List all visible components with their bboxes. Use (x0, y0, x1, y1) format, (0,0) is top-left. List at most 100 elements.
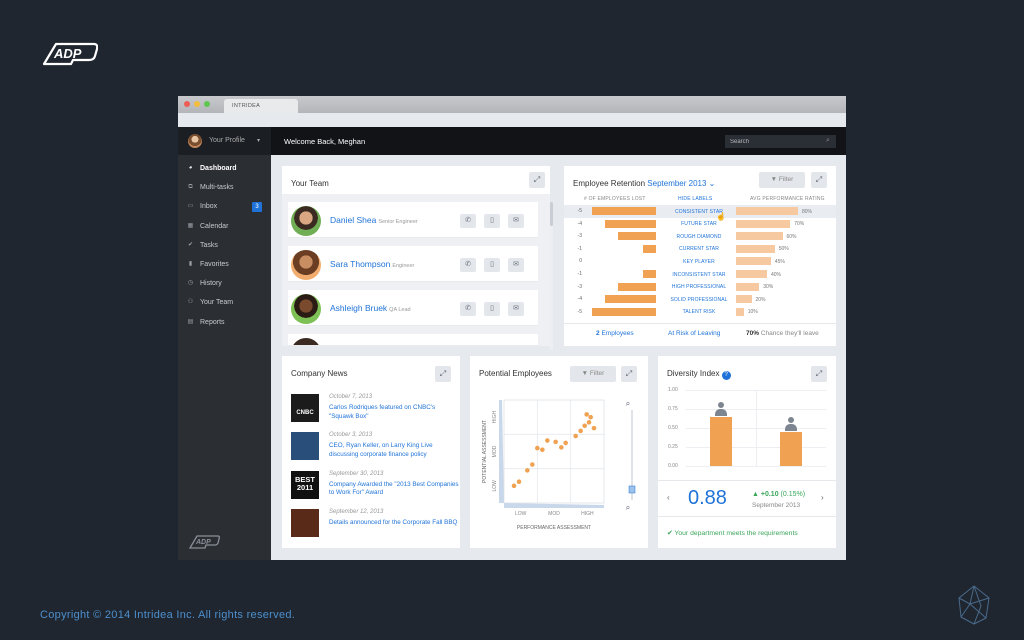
email-icon[interactable]: ✉ (508, 258, 524, 272)
talent-category-label[interactable]: CURRENT STAR (679, 246, 719, 253)
employees-count[interactable]: 2 Employees (596, 330, 634, 337)
at-risk-link[interactable]: At Risk of Leaving (668, 330, 721, 337)
news-item[interactable]: September 12, 2013 Details announced for … (291, 508, 458, 545)
phone-icon[interactable]: ✆ (460, 214, 476, 228)
mobile-icon[interactable]: ▯ (484, 302, 500, 316)
retention-row[interactable]: -3 ROUGH DIAMOND 60% (564, 230, 836, 243)
talent-category-label[interactable]: CONSISTENT STAR (675, 208, 723, 215)
news-headline[interactable]: CEO, Ryan Keller, on Larry King Live dis… (329, 442, 433, 458)
news-headline[interactable]: Company Awarded the "2013 Best Companies… (329, 480, 459, 497)
avatar (291, 294, 321, 324)
phone-icon[interactable]: ✆ (460, 258, 476, 272)
sidebar-item-inbox[interactable]: ▭ Inbox 3 (178, 198, 271, 216)
retention-row[interactable]: -3 HIGH PROFESSIONAL 30% (564, 281, 836, 294)
expand-icon[interactable]: ⤢ (811, 366, 827, 382)
news-item[interactable]: CNBC October 7, 2013 Carlos Rodriques feat… (291, 394, 456, 430)
talent-category-label[interactable]: FUTURE STAR (681, 221, 717, 228)
scatter-point[interactable] (588, 414, 593, 420)
sidebar-item-reports[interactable]: ▤ Reports (178, 314, 271, 332)
sidebar-item-calendar[interactable]: ▦ Calendar (178, 218, 271, 236)
scatter-point[interactable] (530, 462, 535, 467)
retention-row[interactable]: -4 FUTURE STAR 70% (564, 218, 836, 231)
potential-filter-button[interactable]: ▼ Filter (570, 366, 616, 382)
retention-row[interactable]: -1 INCONSISTENT STAR 40% (564, 268, 836, 281)
mobile-icon[interactable]: ▯ (484, 214, 500, 228)
email-icon[interactable]: ✉ (508, 214, 524, 228)
phone-icon[interactable]: ✆ (460, 302, 476, 316)
chevron-left-icon[interactable]: ‹ (667, 493, 670, 502)
team-scrollbar[interactable] (550, 202, 553, 350)
sidebar-item-favorites[interactable]: ▮ Favorites (178, 256, 271, 274)
scatter-point[interactable] (591, 425, 597, 431)
sidebar-item-your-team[interactable]: ⚇ Your Team (178, 294, 271, 312)
team-member-row[interactable] (288, 334, 538, 346)
scatter-point[interactable] (516, 479, 522, 485)
expand-icon[interactable]: ⤢ (529, 172, 545, 188)
profile-menu[interactable]: Your Profile ▾ (178, 127, 271, 155)
team-member-name[interactable]: Sara Thompson Engineer (330, 259, 414, 269)
diversity-bar[interactable] (710, 416, 732, 466)
retention-period-dropdown[interactable]: September 2013 ⌄ (647, 179, 716, 188)
mobile-icon[interactable]: ▯ (484, 258, 500, 272)
retention-filter-button[interactable]: ▼ Filter (759, 172, 805, 188)
sidebar-item-history[interactable]: ◷ History (178, 275, 271, 293)
talent-category-label[interactable]: KEY PLAYER (683, 258, 715, 265)
team-member-name[interactable]: Ashleigh Bruek QA Lead (330, 303, 411, 313)
scatter-point[interactable] (540, 447, 545, 453)
scatter-point[interactable] (586, 420, 592, 425)
minimize-window-icon[interactable] (194, 101, 200, 107)
news-headline[interactable]: Carlos Rodriques featured on CNBC's "Squ… (329, 404, 436, 420)
expand-icon[interactable]: ⤢ (621, 366, 637, 382)
retention-row[interactable]: -1 CURRENT STAR 50% (564, 243, 836, 256)
pointer-cursor-icon: ☝ (716, 212, 726, 221)
team-member-row[interactable]: Ashleigh Bruek QA Lead ✆ ▯ ✉ (288, 290, 538, 326)
email-icon[interactable]: ✉ (508, 302, 524, 316)
zoom-in-icon[interactable]: ⌕ (626, 399, 630, 408)
diversity-bar[interactable] (780, 431, 802, 466)
retention-row[interactable]: -4 SOLID PROFESSIONAL 20% (564, 293, 836, 306)
scatter-point[interactable] (559, 445, 564, 450)
talent-category-label[interactable]: INCONSISTENT STAR (672, 271, 726, 278)
team-member-name[interactable]: Daniel Shea Senior Engineer (330, 215, 418, 225)
maximize-window-icon[interactable] (204, 101, 210, 107)
search-input[interactable] (725, 135, 836, 148)
sidebar-item-tasks[interactable]: ✔ Tasks (178, 237, 271, 255)
talent-category-label[interactable]: ROUGH DIAMOND (676, 233, 722, 240)
scatter-point[interactable] (545, 438, 550, 443)
sidebar-item-dashboard[interactable]: ◕ Dashboard (178, 160, 271, 178)
retention-row[interactable]: 0 KEY PLAYER 45% (564, 255, 836, 268)
news-item[interactable]: October 3, 2013 CEO, Ryan Keller, on Larr… (291, 432, 456, 468)
hide-labels-link[interactable]: HIDE LABELS (678, 196, 713, 202)
close-window-icon[interactable] (184, 101, 190, 107)
expand-icon[interactable]: ⤢ (435, 366, 451, 382)
scatter-point[interactable] (525, 468, 530, 473)
team-member-row[interactable]: Daniel Shea Senior Engineer ✆ ▯ ✉ (288, 202, 538, 238)
talent-category-label[interactable]: SOLID PROFESSIONAL (670, 296, 728, 303)
talent-category-label[interactable]: HIGH PROFESSIONAL (671, 284, 727, 291)
talent-category-label[interactable]: TALENT RISK (682, 309, 716, 316)
retention-row[interactable]: -5 CONSISTENT STAR 80% (564, 205, 836, 218)
news-item[interactable]: BEST 2011 September 30, 2013 Company Award… (291, 470, 459, 507)
y-tick-label: 0.50 (668, 425, 678, 431)
scatter-point[interactable] (578, 428, 583, 434)
sidebar-item-multi-tasks[interactable]: ⧉ Multi-tasks (178, 179, 271, 197)
scatter-point[interactable] (582, 423, 587, 429)
retention-row[interactable]: -5 TALENT RISK 10% (564, 306, 836, 319)
news-headline[interactable]: Details announced for the Corporate Fall… (329, 518, 458, 526)
team-member-row[interactable]: Sara Thompson Engineer ✆ ▯ ✉ (288, 246, 538, 282)
browser-tab[interactable]: INTRIDEA (224, 99, 298, 113)
zoom-slider-handle[interactable] (628, 485, 636, 494)
scatter-point[interactable] (573, 433, 578, 439)
search-icon[interactable]: ⌕ (826, 137, 830, 144)
expand-icon[interactable]: ⤢ (811, 172, 827, 188)
help-icon[interactable]: ? (721, 371, 731, 380)
sidebar-adp-logo: ADP (188, 535, 220, 549)
scatter-point[interactable] (535, 445, 540, 451)
scatter-point[interactable] (563, 440, 568, 446)
scatter-point[interactable] (511, 483, 517, 489)
chevron-right-icon[interactable]: › (821, 493, 824, 502)
scatter-point[interactable] (584, 412, 589, 417)
zoom-out-icon[interactable]: ⌕ (626, 503, 630, 512)
sidebar-item-label: Tasks (200, 241, 218, 249)
scatter-point[interactable] (553, 439, 558, 445)
